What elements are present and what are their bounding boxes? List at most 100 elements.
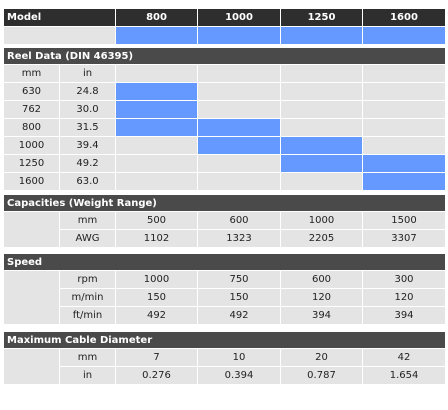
reel-section-title: Reel Data (DIN 46395)	[2, 47, 447, 65]
reel-fit-cell	[115, 118, 198, 137]
value-cell: 0.394	[197, 366, 281, 385]
capacities-section-title: Capacities (Weight Range)	[3, 194, 446, 212]
cable-row-label	[3, 348, 60, 385]
reel-mm-cell: 1250	[3, 154, 60, 173]
reel-fit-cell	[197, 118, 281, 137]
capacities-table: Capacities (Weight Range) mm 500 600 100…	[3, 194, 446, 248]
reel-fit-cell	[115, 100, 198, 119]
reel-fit-cell	[361, 100, 447, 119]
reel-data-table: Reel Data (DIN 46395) mm in 630 24.8 762…	[2, 47, 447, 191]
model-highlight-row	[2, 26, 447, 45]
reel-fit-cell	[197, 82, 281, 101]
reel-in-cell: 39.4	[59, 136, 116, 155]
model-col-800: 800	[115, 8, 199, 27]
reel-in-cell: 30.0	[59, 100, 116, 119]
reel-in-cell: 63.0	[59, 172, 116, 191]
capacities-section-header: Capacities (Weight Range)	[3, 194, 446, 212]
value-cell: 492	[197, 306, 281, 325]
value-cell: 300	[362, 270, 446, 289]
reel-mm-cell: 630	[3, 82, 60, 101]
reel-fit-cell	[361, 172, 447, 191]
reel-fit-cell	[115, 154, 198, 173]
value-cell: 492	[115, 306, 198, 325]
speed-section-header: Speed	[3, 253, 446, 271]
value-cell: 600	[197, 211, 281, 230]
value-cell: 1.654	[361, 366, 447, 385]
model-header-table: Model 800 1000 1250 1600	[2, 8, 447, 45]
value-cell: 1500	[362, 211, 446, 230]
reel-mm-cell: 800	[3, 118, 60, 137]
capacities-row: mm 500 600 1000 1500	[3, 211, 446, 248]
reel-fit-cell	[115, 82, 198, 101]
speed-row: ft/min 492 492 394 394	[4, 306, 446, 325]
reel-fit-cell	[115, 172, 198, 191]
reel-in-cell: 24.8	[59, 82, 116, 101]
value-cell: 42	[361, 348, 447, 367]
speed-row: m/min 150 150 120 120	[4, 288, 446, 307]
value-cell: 1323	[197, 229, 281, 248]
reel-header-blank	[197, 64, 281, 83]
reel-row: 800 31.5	[3, 118, 447, 137]
speed-row-label	[3, 270, 60, 325]
value-cell: 10	[197, 348, 281, 367]
reel-fit-cell	[280, 82, 363, 101]
reel-mm-cell: 1000	[3, 136, 60, 155]
value-cell: 120	[362, 288, 446, 307]
reel-col-mm: mm	[3, 64, 60, 83]
speed-row: rpm 1000 750 600 300	[3, 270, 446, 325]
model-swatch-800	[115, 26, 199, 45]
reel-row: 630 24.8	[3, 82, 447, 101]
reel-header-blank	[280, 64, 363, 83]
value-cell: 750	[197, 270, 281, 289]
reel-mm-cell: 1600	[3, 172, 60, 191]
value-cell: 150	[115, 288, 198, 307]
reel-row: 1250 49.2	[3, 154, 447, 173]
reel-fit-cell	[197, 154, 281, 173]
model-swatch-1250	[280, 26, 364, 45]
unit-cell: m/min	[59, 288, 116, 307]
value-cell: 150	[197, 288, 281, 307]
reel-fit-cell	[361, 82, 447, 101]
model-header-row: Model 800 1000 1250 1600	[2, 8, 447, 27]
value-cell: 1000	[280, 211, 363, 230]
value-cell: 394	[280, 306, 363, 325]
value-cell: 600	[280, 270, 363, 289]
reel-in-cell: 31.5	[59, 118, 116, 137]
model-spacer	[2, 26, 117, 45]
unit-cell: mm	[59, 348, 116, 367]
capacities-row-label	[3, 211, 60, 248]
model-swatch-1000	[197, 26, 282, 45]
reel-fit-cell	[280, 154, 363, 173]
reel-header-blank	[115, 64, 198, 83]
capacities-row: AWG 1102 1323 2205 3307	[4, 229, 446, 248]
reel-fit-cell	[280, 172, 363, 191]
reel-section-header: Reel Data (DIN 46395)	[2, 47, 447, 65]
cable-section-title: Maximum Cable Diameter	[2, 331, 447, 349]
unit-cell: mm	[59, 211, 116, 230]
model-label: Model	[2, 8, 117, 27]
value-cell: 2205	[280, 229, 363, 248]
value-cell: 1102	[115, 229, 198, 248]
value-cell: 120	[280, 288, 363, 307]
cable-diameter-table: Maximum Cable Diameter mm 7 10 20 42 in …	[2, 331, 447, 385]
unit-cell: AWG	[59, 229, 116, 248]
reel-column-header-row: mm in	[3, 64, 447, 83]
reel-fit-cell	[280, 100, 363, 119]
value-cell: 3307	[362, 229, 446, 248]
reel-fit-cell	[361, 136, 447, 155]
unit-cell: in	[59, 366, 116, 385]
reel-fit-cell	[280, 136, 363, 155]
cable-section-header: Maximum Cable Diameter	[2, 331, 447, 349]
reel-fit-cell	[197, 172, 281, 191]
speed-table: Speed rpm 1000 750 600 300 m/min 150 150…	[3, 253, 446, 325]
reel-mm-cell: 762	[3, 100, 60, 119]
reel-fit-cell	[361, 154, 447, 173]
model-swatch-1600	[362, 26, 447, 45]
value-cell: 500	[115, 211, 198, 230]
reel-col-in: in	[59, 64, 116, 83]
cable-row: in 0.276 0.394 0.787 1.654	[4, 366, 447, 385]
reel-fit-cell	[361, 118, 447, 137]
reel-row: 1000 39.4	[3, 136, 447, 155]
reel-fit-cell	[115, 136, 198, 155]
